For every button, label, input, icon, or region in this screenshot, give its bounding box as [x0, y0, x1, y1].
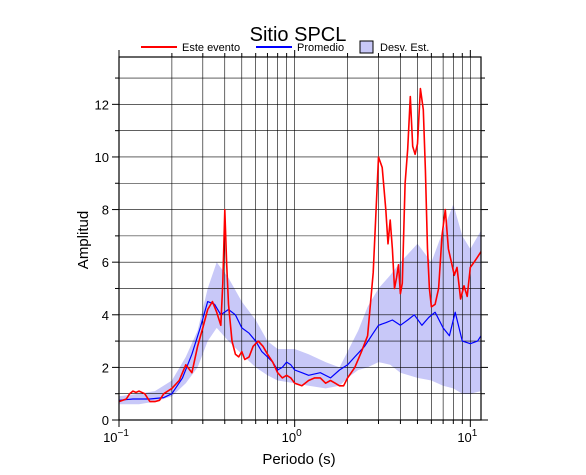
std-dev-band-layer [119, 204, 481, 405]
y-tick-label: 6 [102, 255, 109, 270]
x-tick-label: 10−1 [103, 428, 129, 445]
legend-label: Desv. Est. [380, 42, 429, 54]
x-tick-label: 100 [282, 428, 302, 445]
series-layer [118, 87, 482, 403]
series-line-este-evento [118, 87, 482, 403]
grid [118, 57, 481, 420]
x-tick-label: 101 [457, 428, 477, 445]
plot-frame [118, 56, 482, 421]
legend-label: Este evento [182, 42, 240, 54]
legend-swatch-std-dev [359, 40, 374, 54]
std-dev-band [119, 204, 481, 405]
legend-label: Promedio [297, 42, 344, 54]
y-axis-label: Amplitud [75, 211, 92, 269]
chart-title: Sitio SPCL [250, 24, 347, 46]
axis-ticks: 0 2 4 6 8 10 12 10−1 100 101 [95, 50, 488, 445]
y-tick-label: 4 [102, 308, 109, 323]
y-tick-label: 0 [102, 413, 109, 428]
plot-border [118, 56, 482, 421]
legend: Este evento Promedio Desv. Est. [141, 40, 429, 54]
y-tick-label: 12 [95, 97, 109, 112]
series-line-promedio [118, 301, 482, 401]
x-axis-label: Periodo (s) [262, 451, 335, 468]
y-tick-label: 2 [102, 360, 109, 375]
y-tick-label: 8 [102, 203, 109, 218]
y-tick-label: 10 [95, 150, 109, 165]
